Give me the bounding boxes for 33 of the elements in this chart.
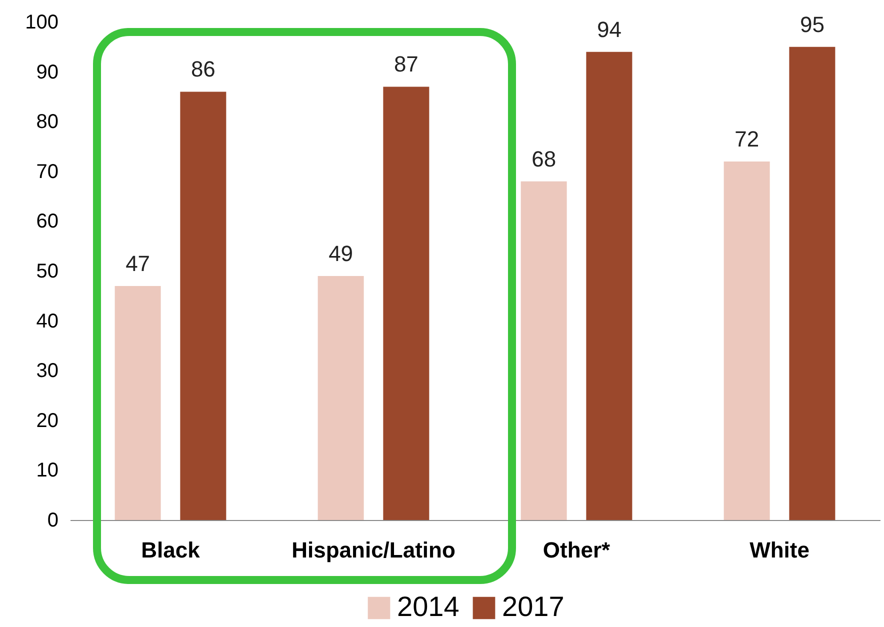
y-tick-label: 100: [25, 12, 58, 34]
y-tick-label: 40: [36, 310, 58, 332]
bar: [586, 52, 632, 520]
data-label: 72: [734, 126, 760, 152]
data-label: 87: [394, 52, 418, 77]
y-tick-label: 90: [36, 61, 58, 84]
bar: [318, 276, 364, 520]
data-label: 86: [190, 56, 216, 82]
y-tick-label: 50: [36, 260, 58, 282]
y-tick-label: 70: [36, 160, 58, 183]
y-tick-label: 30: [36, 360, 58, 382]
y-tick-label: 80: [36, 111, 58, 134]
x-tick-label: Hispanic/Latino: [292, 538, 456, 562]
data-label: 94: [596, 16, 622, 42]
bar: [520, 181, 567, 520]
y-tick-label: 10: [36, 460, 58, 482]
bar: [383, 86, 430, 520]
data-label: 47: [126, 250, 150, 276]
bar: [114, 286, 161, 520]
bar: [724, 161, 770, 520]
x-tick-label: White: [750, 538, 810, 562]
data-label: 68: [532, 146, 556, 172]
legend-label: 2014: [397, 591, 460, 622]
y-tick-label: 0: [47, 510, 58, 532]
bar: [789, 46, 836, 520]
data-label: 49: [328, 240, 354, 266]
legend-label: 2017: [502, 591, 564, 622]
data-label: 95: [800, 12, 824, 37]
y-tick-label: 60: [36, 210, 58, 233]
x-tick-label: Other*: [542, 538, 611, 562]
y-tick-label: 20: [36, 410, 58, 432]
x-tick-label: Black: [141, 538, 201, 562]
bar: [180, 92, 226, 520]
